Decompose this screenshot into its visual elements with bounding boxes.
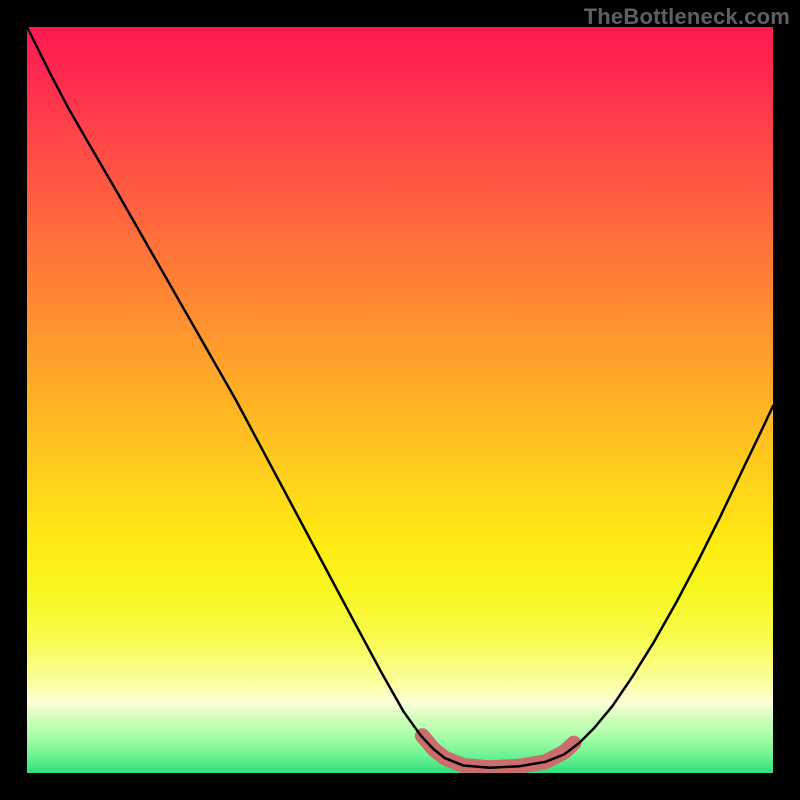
chart-frame: TheBottleneck.com bbox=[0, 0, 800, 800]
chart-svg bbox=[27, 27, 773, 773]
plot-area bbox=[27, 27, 773, 773]
gradient-background bbox=[27, 27, 773, 773]
